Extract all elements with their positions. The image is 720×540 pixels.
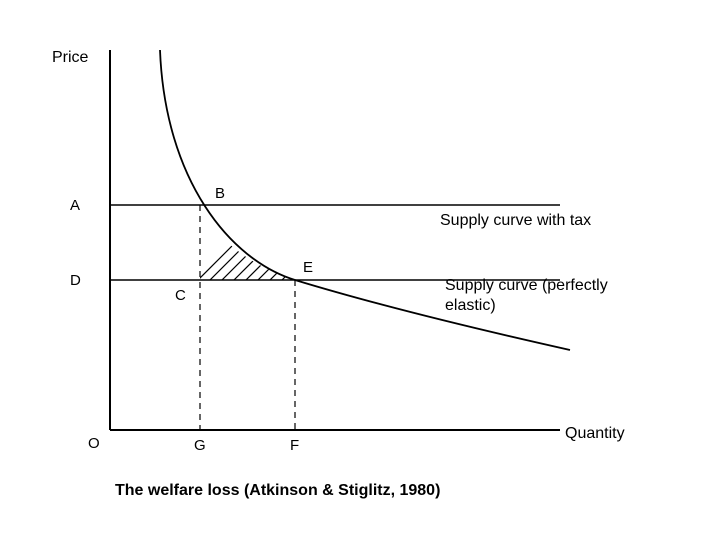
hatch-region	[188, 210, 364, 290]
welfare-loss-diagram: Price Quantity A D O B C E G F Supply cu…	[0, 0, 720, 540]
y-axis-label: Price	[52, 49, 89, 66]
caption: The welfare loss (Atkinson & Stiglitz, 1…	[115, 482, 440, 499]
label-a: A	[70, 197, 80, 214]
x-axis-label: Quantity	[565, 425, 625, 442]
label-o: O	[88, 435, 100, 452]
label-d: D	[70, 272, 81, 289]
supply-elastic-label-2: elastic)	[445, 297, 496, 314]
label-f: F	[290, 437, 299, 454]
supply-tax-label: Supply curve with tax	[440, 212, 591, 229]
label-c: C	[175, 287, 186, 304]
label-e: E	[303, 259, 313, 276]
label-g: G	[194, 437, 206, 454]
label-b: B	[215, 185, 225, 202]
supply-elastic-label-1: Supply curve (perfectly	[445, 277, 608, 294]
